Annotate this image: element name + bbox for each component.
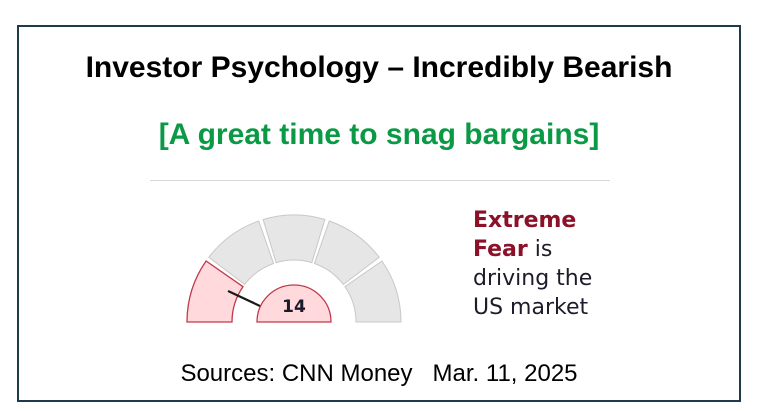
gauge-caption: Extreme Fear is driving the US market	[473, 206, 643, 322]
divider	[150, 180, 610, 181]
caption-emphasis-extreme: Extreme	[473, 208, 577, 233]
gauge-segment	[262, 214, 326, 264]
sources-date: Mar. 11, 2025	[432, 360, 578, 387]
gauge-segment	[313, 220, 380, 286]
sources-line: Sources: CNN Money Mar. 11, 2025	[19, 360, 739, 388]
gauge-center-dial	[256, 284, 332, 323]
fear-greed-gauge: 14	[183, 210, 405, 324]
sources-label: Sources: CNN Money	[180, 360, 413, 387]
gauge-segment	[208, 220, 275, 286]
gauge-needle	[227, 290, 261, 307]
caption-emphasis-fear: Fear	[473, 237, 528, 262]
caption-line4: US market	[473, 295, 589, 320]
slide-subtitle: [A great time to snag bargains]	[158, 118, 600, 151]
slide-title: Investor Psychology – Incredibly Bearish	[85, 51, 673, 84]
gauge-segment	[186, 260, 244, 323]
gauge-svg: 14	[186, 214, 402, 323]
caption-line2-rest: is	[527, 237, 553, 262]
slide-card: Investor Psychology – Incredibly Bearish…	[17, 25, 741, 402]
caption-line3: driving the	[473, 266, 593, 291]
gauge-segment	[344, 260, 402, 323]
gauge-value-label: 14	[282, 297, 306, 317]
